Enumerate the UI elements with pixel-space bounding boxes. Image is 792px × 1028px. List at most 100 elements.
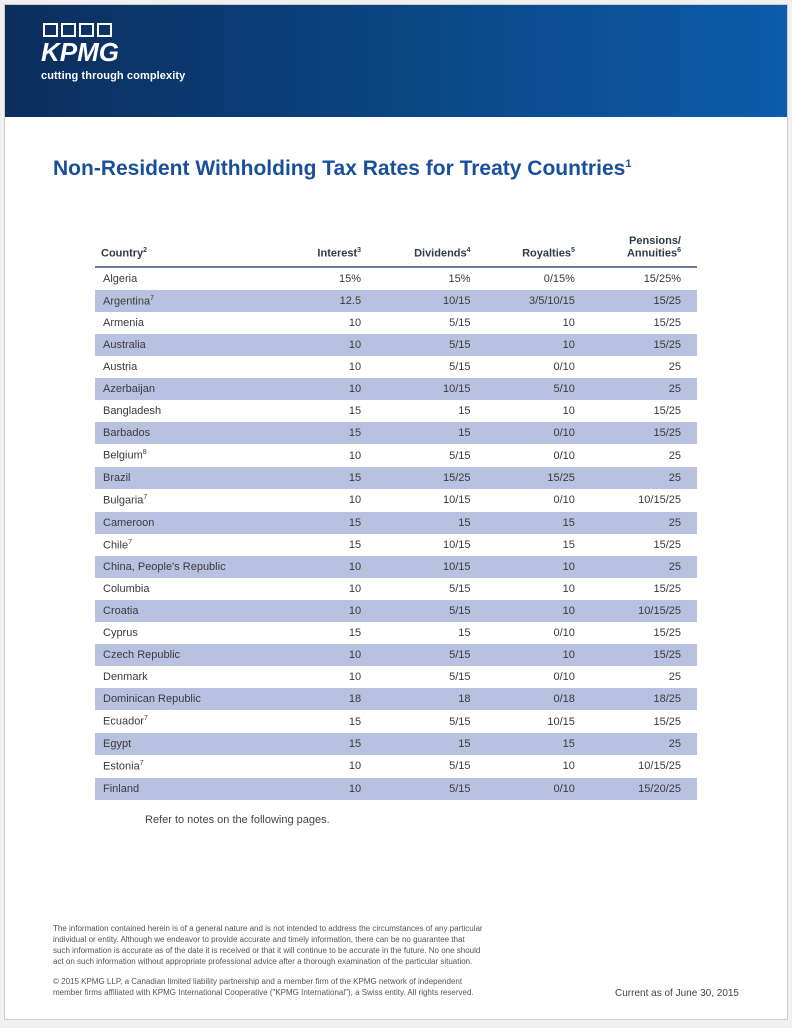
cell-interest: 15: [286, 622, 378, 644]
table-row: Barbados15150/1015/25: [95, 422, 697, 444]
cell-dividends: 5/15: [377, 600, 486, 622]
cell-interest: 15%: [286, 267, 378, 290]
cell-interest: 10: [286, 755, 378, 778]
tax-rates-table: Country2Interest3Dividends4Royalties5Pen…: [95, 225, 697, 800]
cell-country: Cyprus: [95, 622, 286, 644]
logo-tagline: cutting through complexity: [41, 70, 787, 82]
cell-dividends: 10/15: [377, 489, 486, 512]
table-row: Croatia105/151010/15/25: [95, 600, 697, 622]
cell-interest: 10: [286, 356, 378, 378]
cell-pensions: 25: [591, 467, 697, 489]
table-row: Azerbaijan1010/155/1025: [95, 378, 697, 400]
cell-interest: 10: [286, 489, 378, 512]
cell-country: Australia: [95, 334, 286, 356]
table-row: Denmark105/150/1025: [95, 666, 697, 688]
cell-pensions: 10/15/25: [591, 755, 697, 778]
cell-royalties: 0/18: [487, 688, 591, 710]
cell-dividends: 10/15: [377, 290, 486, 313]
cell-country: Cameroon: [95, 512, 286, 534]
table-row: Czech Republic105/151015/25: [95, 644, 697, 666]
table-row: Columbia105/151015/25: [95, 578, 697, 600]
table-row: Bulgaria71010/150/1010/15/25: [95, 489, 697, 512]
cell-interest: 15: [286, 733, 378, 755]
content-area: Non-Resident Withholding Tax Rates for T…: [5, 117, 787, 826]
cell-interest: 10: [286, 666, 378, 688]
cell-interest: 15: [286, 422, 378, 444]
cell-pensions: 25: [591, 733, 697, 755]
cell-dividends: 15: [377, 733, 486, 755]
cell-royalties: 5/10: [487, 378, 591, 400]
cell-dividends: 10/15: [377, 378, 486, 400]
cell-royalties: 15/25: [487, 467, 591, 489]
cell-royalties: 15: [487, 534, 591, 557]
cell-royalties: 15: [487, 733, 591, 755]
cell-royalties: 0/10: [487, 356, 591, 378]
cell-royalties: 10: [487, 644, 591, 666]
cell-country: Belgium8: [95, 444, 286, 467]
cell-pensions: 15/25: [591, 422, 697, 444]
cell-interest: 15: [286, 512, 378, 534]
cell-country: Finland: [95, 778, 286, 800]
logo-text: KPMG: [41, 37, 787, 68]
cell-interest: 15: [286, 710, 378, 733]
cell-pensions: 15/25: [591, 644, 697, 666]
cell-pensions: 10/15/25: [591, 600, 697, 622]
cell-royalties: 0/10: [487, 622, 591, 644]
cell-royalties: 0/10: [487, 666, 591, 688]
title-text: Non-Resident Withholding Tax Rates for T…: [53, 157, 625, 180]
cell-royalties: 0/10: [487, 778, 591, 800]
cell-pensions: 15/20/25: [591, 778, 697, 800]
cell-pensions: 10/15/25: [591, 489, 697, 512]
cell-pensions: 25: [591, 356, 697, 378]
table-row: Australia105/151015/25: [95, 334, 697, 356]
cell-dividends: 10/15: [377, 556, 486, 578]
cell-country: Egypt: [95, 733, 286, 755]
cell-dividends: 5/15: [377, 778, 486, 800]
table-row: Bangladesh15151015/25: [95, 400, 697, 422]
cell-country: Bulgaria7: [95, 489, 286, 512]
cell-pensions: 18/25: [591, 688, 697, 710]
cell-country: Denmark: [95, 666, 286, 688]
logo-block: KPMG cutting through complexity: [41, 23, 787, 82]
cell-pensions: 15/25: [591, 312, 697, 334]
cell-country: Bangladesh: [95, 400, 286, 422]
cell-pensions: 15/25: [591, 290, 697, 313]
page-title: Non-Resident Withholding Tax Rates for T…: [53, 157, 739, 181]
cell-interest: 15: [286, 400, 378, 422]
col-header: Royalties5: [487, 225, 591, 267]
cell-royalties: 10: [487, 334, 591, 356]
cell-pensions: 15/25%: [591, 267, 697, 290]
cell-interest: 10: [286, 378, 378, 400]
table-row: Armenia105/151015/25: [95, 312, 697, 334]
cell-royalties: 10: [487, 556, 591, 578]
table-body: Algeria15%15%0/15%15/25%Argentina712.510…: [95, 267, 697, 800]
cell-pensions: 25: [591, 556, 697, 578]
cell-country: China, People's Republic: [95, 556, 286, 578]
table-row: Finland105/150/1015/20/25: [95, 778, 697, 800]
cell-country: Argentina7: [95, 290, 286, 313]
footer: The information contained herein is of a…: [53, 924, 739, 999]
cell-interest: 10: [286, 578, 378, 600]
table-row: Cameroon15151525: [95, 512, 697, 534]
cell-country: Chile7: [95, 534, 286, 557]
table-row: Austria105/150/1025: [95, 356, 697, 378]
table-note: Refer to notes on the following pages.: [95, 800, 697, 826]
cell-dividends: 5/15: [377, 334, 486, 356]
current-label: Current as of: [615, 988, 676, 999]
col-header: Dividends4: [377, 225, 486, 267]
cell-pensions: 15/25: [591, 622, 697, 644]
col-header: Country2: [95, 225, 286, 267]
cell-dividends: 5/15: [377, 578, 486, 600]
table-header: Country2Interest3Dividends4Royalties5Pen…: [95, 225, 697, 267]
cell-royalties: 10: [487, 400, 591, 422]
logo-squares-icon: [43, 23, 787, 37]
cell-royalties: 10/15: [487, 710, 591, 733]
cell-interest: 10: [286, 444, 378, 467]
table-row: China, People's Republic1010/151025: [95, 556, 697, 578]
cell-interest: 10: [286, 312, 378, 334]
cell-country: Estonia7: [95, 755, 286, 778]
cell-dividends: 15/25: [377, 467, 486, 489]
cell-interest: 10: [286, 778, 378, 800]
cell-country: Austria: [95, 356, 286, 378]
cell-pensions: 15/25: [591, 578, 697, 600]
